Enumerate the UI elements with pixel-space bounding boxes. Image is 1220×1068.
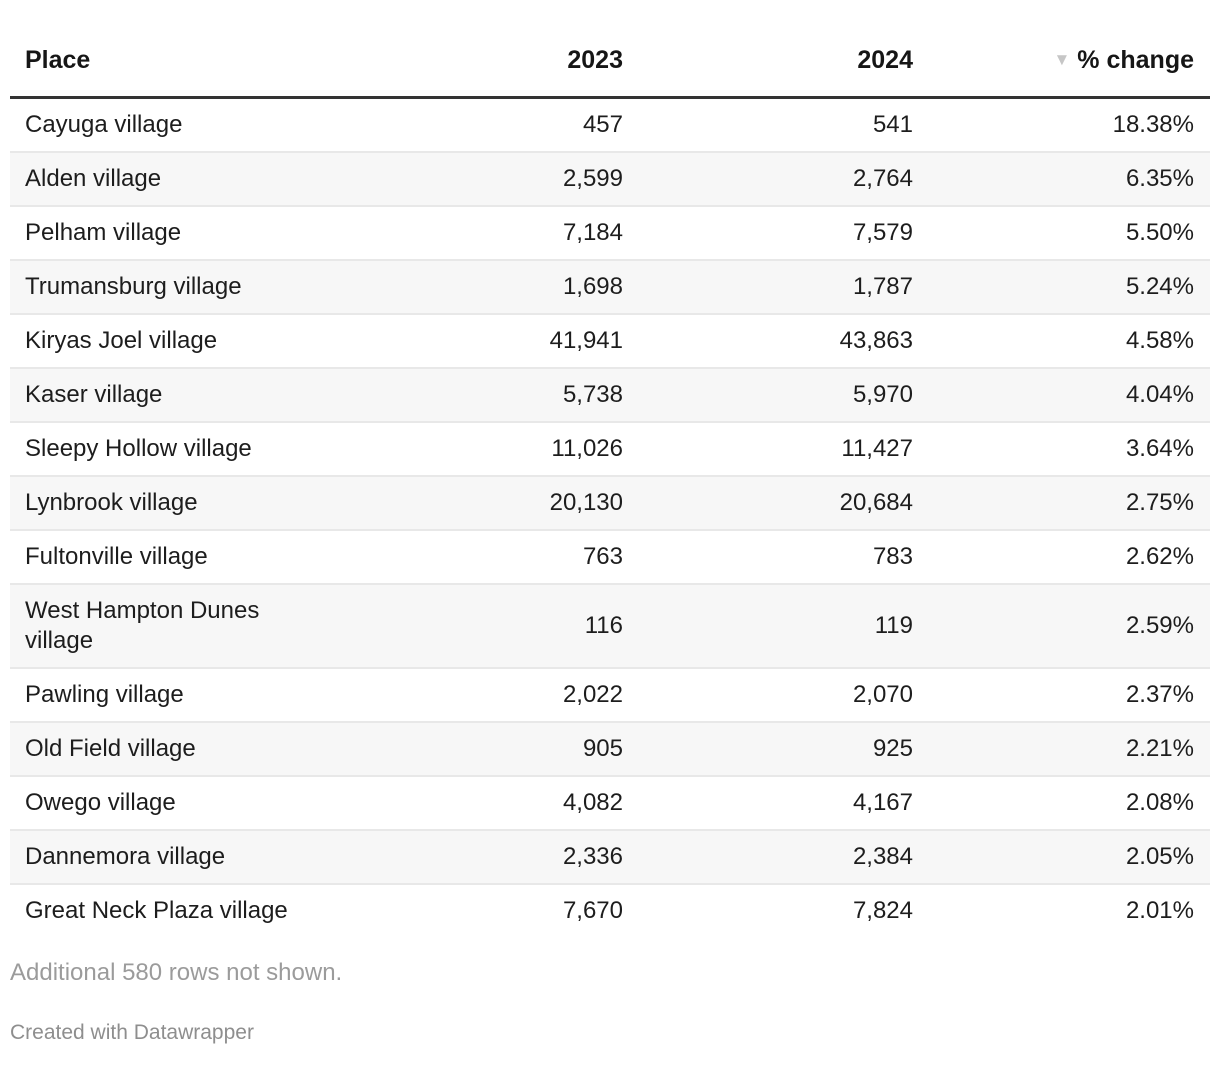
- value-2024-cell: 7,579: [639, 205, 929, 260]
- value-2024-cell: 2,764: [639, 151, 929, 206]
- value-2023-cell: 116: [315, 583, 639, 668]
- value-2024-cell: 119: [639, 583, 929, 668]
- percent-change-cell: 4.58%: [929, 313, 1210, 368]
- value-2023-cell: 905: [315, 721, 639, 776]
- percent-change-cell: 2.05%: [929, 829, 1210, 884]
- percent-change-cell: 2.59%: [929, 583, 1210, 668]
- value-2024-cell: 4,167: [639, 775, 929, 830]
- value-2023-cell: 20,130: [315, 475, 639, 530]
- place-cell: Great Neck Plaza village: [10, 883, 315, 937]
- percent-change-cell: 6.35%: [929, 151, 1210, 206]
- percent-change-cell: 18.38%: [1112, 111, 1194, 138]
- table-body: Cayuga village 457 541 18.38% Alden vill…: [10, 98, 1210, 937]
- value-2024-cell: 5,970: [639, 367, 929, 422]
- value-2023-cell: 4,082: [315, 775, 639, 830]
- table-row: Kaser village 5,738 5,970 4.04%: [10, 367, 1210, 422]
- value-2024-cell: 925: [639, 721, 929, 776]
- header-row: Place 2023 2024 ▼ % change: [10, 26, 1210, 99]
- percent-change-cell: 2.37%: [929, 667, 1210, 722]
- place-cell: Lynbrook village: [10, 475, 315, 530]
- value-2023-cell: 763: [315, 529, 639, 584]
- value-2024-cell: 43,863: [639, 313, 929, 368]
- value-2024-cell: 2,070: [639, 667, 929, 722]
- value-2023-cell: 457: [582, 111, 623, 138]
- value-2023-cell: 2,599: [315, 151, 639, 206]
- place-cell: Trumansburg village: [10, 259, 315, 314]
- value-2024-cell: 1,787: [639, 259, 929, 314]
- rows-not-shown-note: Additional 580 rows not shown.: [10, 959, 343, 986]
- datawrapper-attribution-link[interactable]: Created with Datawrapper: [10, 1021, 254, 1044]
- table-row: Pawling village 2,022 2,070 2.37%: [10, 667, 1210, 722]
- table-row: West Hampton Dunes village 116 119 2.59%: [10, 583, 1210, 668]
- place-cell: Kaser village: [10, 367, 315, 422]
- value-2023-cell: 41,941: [315, 313, 639, 368]
- place-cell: Pawling village: [10, 667, 315, 722]
- place-cell: Pelham village: [10, 205, 315, 260]
- percent-change-cell: 2.21%: [929, 721, 1210, 776]
- table-row: Kiryas Joel village 41,941 43,863 4.58%: [10, 313, 1210, 368]
- place-cell: Cayuga village: [25, 111, 183, 138]
- value-2024-cell: 541: [872, 111, 913, 138]
- sort-descending-icon: ▼: [1053, 50, 1071, 69]
- table-row: Lynbrook village 20,130 20,684 2.75%: [10, 475, 1210, 530]
- value-2023-cell: 1,698: [315, 259, 639, 314]
- value-2024-cell: 20,684: [639, 475, 929, 530]
- table-row: Alden village 2,599 2,764 6.35%: [10, 151, 1210, 206]
- place-cell: Sleepy Hollow village: [10, 421, 315, 476]
- value-2023-cell: 11,026: [315, 421, 639, 476]
- percent-change-cell: 4.04%: [929, 367, 1210, 422]
- percent-change-cell: 5.24%: [929, 259, 1210, 314]
- percent-change-cell: 2.62%: [929, 529, 1210, 584]
- place-cell: Owego village: [10, 775, 315, 830]
- value-2024-cell: 11,427: [639, 421, 929, 476]
- percent-change-cell: 2.08%: [929, 775, 1210, 830]
- place-cell: Alden village: [10, 151, 315, 206]
- value-2023-cell: 5,738: [315, 367, 639, 422]
- table-row: Trumansburg village 1,698 1,787 5.24%: [10, 259, 1210, 314]
- table-row: Old Field village 905 925 2.21%: [10, 721, 1210, 776]
- table-header: Place 2023 2024 ▼ % change: [10, 26, 1210, 99]
- table-row: Sleepy Hollow village 11,026 11,427 3.64…: [10, 421, 1210, 476]
- place-cell: Dannemora village: [10, 829, 315, 884]
- value-2023-cell: 2,336: [315, 829, 639, 884]
- value-2024-cell: 7,824: [639, 883, 929, 937]
- value-2024-cell: 2,384: [639, 829, 929, 884]
- table-row: Dannemora village 2,336 2,384 2.05%: [10, 829, 1210, 884]
- place-cell: West Hampton Dunes village: [10, 583, 315, 668]
- table-row: Pelham village 7,184 7,579 5.50%: [10, 205, 1210, 260]
- table-row: Cayuga village 457 541 18.38%: [10, 98, 1210, 153]
- column-header-2023[interactable]: 2023: [315, 26, 639, 99]
- table-row: Great Neck Plaza village 7,670 7,824 2.0…: [10, 883, 1210, 937]
- percent-change-label: % change: [1077, 46, 1194, 74]
- percent-change-cell: 5.50%: [929, 205, 1210, 260]
- place-cell: Kiryas Joel village: [10, 313, 315, 368]
- percent-change-cell: 2.75%: [929, 475, 1210, 530]
- value-2023-cell: 7,184: [315, 205, 639, 260]
- value-2023-cell: 2,022: [315, 667, 639, 722]
- place-cell: Fultonville village: [10, 529, 315, 584]
- value-2024-cell: 783: [639, 529, 929, 584]
- value-2023-cell: 7,670: [315, 883, 639, 937]
- table-row: Fultonville village 763 783 2.62%: [10, 529, 1210, 584]
- population-table: Place 2023 2024 ▼ % change Cayuga village…: [10, 26, 1210, 937]
- column-header-place[interactable]: Place: [10, 26, 315, 99]
- table-row: Owego village 4,082 4,167 2.08%: [10, 775, 1210, 830]
- percent-change-cell: 2.01%: [929, 883, 1210, 937]
- column-header-2024[interactable]: 2024: [639, 26, 929, 99]
- column-header-percent-change[interactable]: ▼ % change: [929, 26, 1210, 99]
- percent-change-cell: 3.64%: [929, 421, 1210, 476]
- place-cell: Old Field village: [10, 721, 315, 776]
